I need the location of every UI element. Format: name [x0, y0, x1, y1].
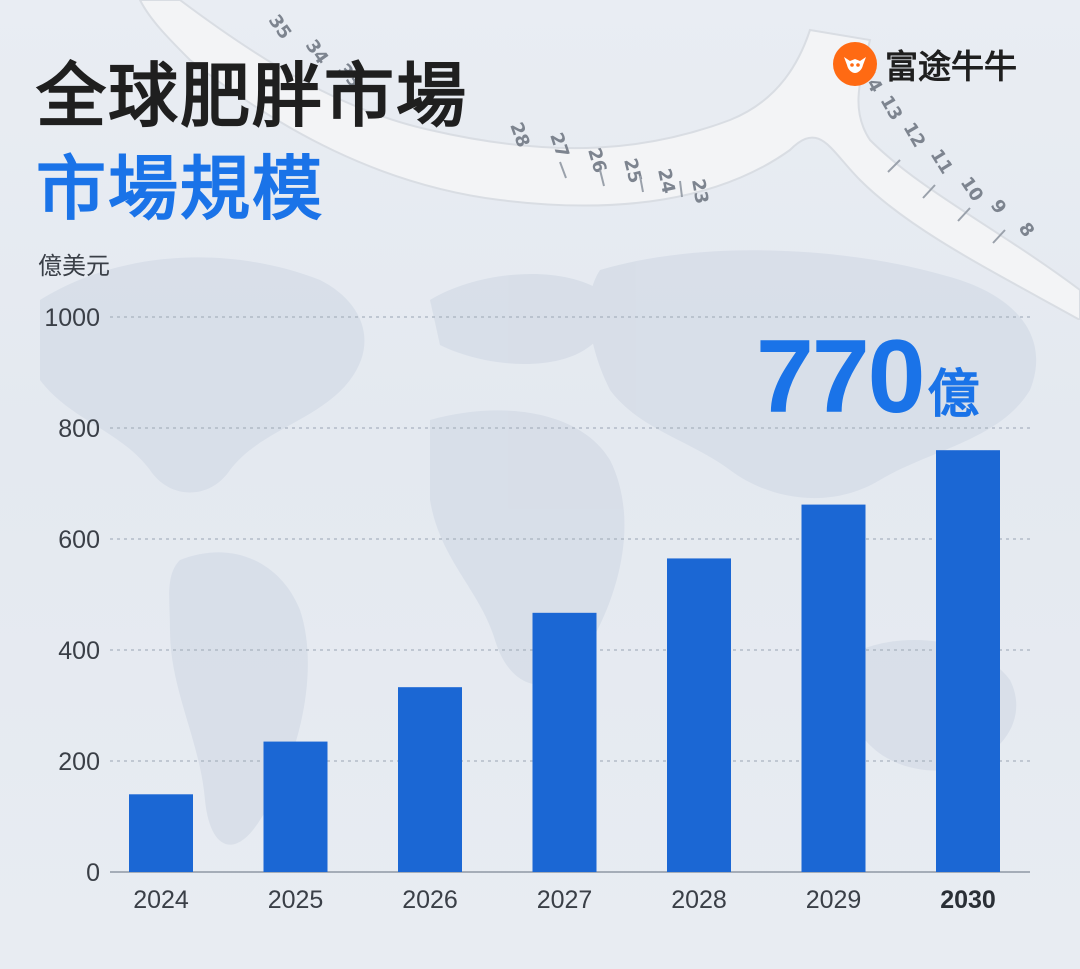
x-tick-label: 2024	[133, 886, 189, 914]
y-tick-label: 800	[58, 415, 100, 443]
tape-number: 23	[687, 177, 712, 205]
x-tick-label: 2030	[940, 886, 996, 914]
bar	[667, 558, 731, 872]
futu-bull-logo-icon	[833, 42, 877, 86]
y-tick-label: 400	[58, 637, 100, 665]
tape-number: 24	[653, 167, 679, 196]
y-tick-label: 600	[58, 526, 100, 554]
bar	[801, 504, 866, 872]
page-title: 全球肥胖市場	[36, 55, 468, 137]
brand-name: 富途牛牛	[885, 47, 1017, 86]
x-tick-label: 2029	[806, 886, 862, 914]
highlight-number: 770	[756, 319, 926, 435]
bar	[129, 794, 193, 872]
brand-logo: 富途牛牛	[833, 40, 1017, 88]
x-tick-label: 2026	[402, 886, 458, 914]
bar	[936, 450, 1000, 872]
y-tick-label: 1000	[44, 304, 100, 332]
bar	[398, 687, 462, 872]
x-tick-label: 2028	[671, 886, 727, 914]
page-subtitle: 市場規模	[36, 148, 324, 230]
y-axis-unit-label: 億美元	[38, 252, 110, 280]
x-tick-label: 2027	[537, 886, 593, 914]
y-tick-label: 200	[58, 748, 100, 776]
highlight-suffix: 億	[927, 365, 980, 425]
x-tick-label: 2025	[268, 886, 324, 914]
bar	[532, 612, 597, 872]
bar	[263, 741, 328, 872]
y-tick-label: 0	[86, 859, 100, 887]
highlight-value: 770 億	[756, 318, 980, 437]
